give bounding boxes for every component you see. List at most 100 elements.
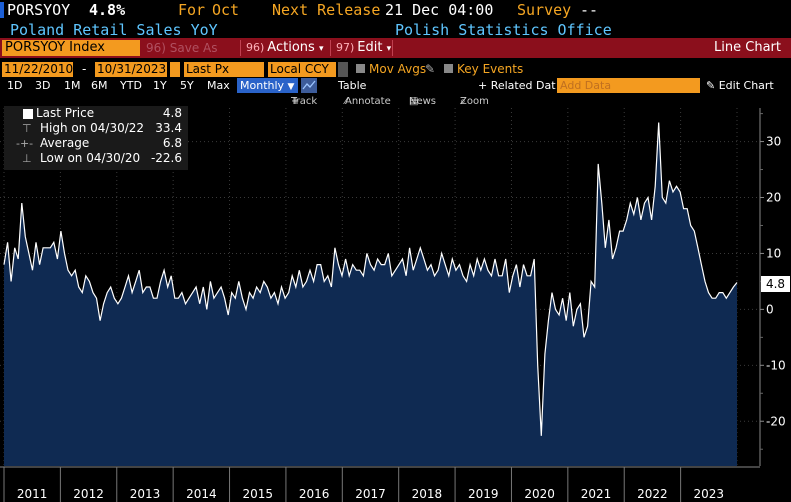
toolbar-divider [392, 40, 393, 56]
next-release-label: Next Release [272, 1, 381, 19]
security-input[interactable]: PORSYOY Index [2, 40, 140, 56]
period-max[interactable]: Max [207, 79, 230, 92]
pencil-icon: ✎ [706, 79, 719, 92]
end-date-field[interactable]: 10/31/2023 [95, 62, 167, 77]
security-description: Poland Retail Sales YoY Polish Statistic… [0, 20, 791, 39]
x-tick-label: 2013 [130, 487, 161, 501]
legend-swatch [23, 109, 33, 119]
edit-label: Edit [357, 40, 383, 55]
zoom-label: Zoom [460, 96, 489, 107]
legend-last-label: Last Price [36, 106, 95, 120]
actions-number: 96) [246, 41, 265, 54]
checkbox-icon [444, 64, 453, 73]
period-1m[interactable]: 1M [64, 79, 81, 92]
edit-number: 97) [336, 41, 355, 54]
chart-settings-row: 11/22/2010 - 10/31/2023 Last Px Local CC… [0, 61, 791, 77]
legend-low-value: -22.6 [150, 151, 182, 165]
price-area [4, 122, 737, 466]
legend-high-value: 33.4 [155, 121, 182, 135]
zoom-icon: ⌕ [460, 96, 466, 107]
chart-legend: Last Price 4.8 ⊤ High on 04/30/22 33.4 -… [4, 106, 188, 170]
legend-average-value: 6.8 [162, 136, 182, 150]
start-date-field[interactable]: 11/22/2010 [2, 62, 74, 77]
news-label: News [409, 96, 437, 107]
chevron-down-icon: ▾ [386, 44, 392, 54]
ticker-symbol[interactable]: PORSYOY [7, 1, 71, 19]
period-row: 1D 3D 1M 6M YTD 1Y 5Y Max Monthly ▼ Tabl… [0, 78, 791, 94]
command-toolbar: PORSYOY Index 96) Save As 96) Actions ▾ 9… [0, 38, 791, 58]
period-1y[interactable]: 1Y [153, 79, 167, 92]
x-tick-label: 2015 [242, 487, 273, 501]
frequency-label: Monthly [240, 79, 285, 92]
price-line [3, 122, 738, 436]
period-3d[interactable]: 3D [35, 79, 51, 92]
period-label: Oct [212, 1, 240, 19]
date-range-dash: - [82, 62, 87, 76]
save-as-button[interactable]: 96) Save As [146, 41, 218, 55]
actions-menu[interactable]: 96) Actions ▾ [246, 40, 323, 56]
legend-average-label: Average [40, 136, 90, 150]
chevron-down-icon[interactable] [338, 62, 348, 77]
x-tick-label: 2017 [355, 487, 386, 501]
y-axis: 30 20 10 0 -10 -20 [759, 108, 786, 466]
x-tick-label: 2021 [581, 487, 612, 501]
survey-label: Survey [517, 1, 572, 19]
line-chart-icon[interactable] [301, 78, 317, 93]
news-icon: ▤ [409, 96, 419, 107]
chevron-down-icon: ▾ [318, 44, 324, 54]
pencil-icon[interactable]: ✎ [425, 62, 436, 76]
line-chart-glyph [302, 80, 316, 90]
x-tick-label: 2023 [694, 487, 725, 501]
legend-low: ⊥ Low on 04/30/20 -22.6 [4, 151, 188, 166]
legend-average: -+- Average 6.8 [4, 136, 188, 151]
toolbar-divider [330, 40, 331, 56]
chart-tools: + Track ⁄ Annotate ▤ News ⌕ Zoom [0, 94, 791, 109]
chevron-down-icon: ▼ [287, 82, 295, 92]
x-tick-label: 2022 [637, 487, 668, 501]
period-5y[interactable]: 5Y [180, 79, 194, 92]
checkbox-icon [356, 64, 365, 73]
legend-high-label: High on 04/30/22 [40, 121, 145, 135]
x-tick-label: 2016 [299, 487, 330, 501]
edit-chart-button[interactable]: ✎ Edit Chart [706, 79, 774, 93]
x-tick-label: 2018 [412, 487, 443, 501]
period-ytd[interactable]: YTD [120, 79, 142, 92]
add-data-input[interactable]: Add Data [557, 78, 700, 93]
currency-select[interactable]: Local CCY [268, 62, 336, 77]
average-marker-icon: -+- [16, 137, 34, 150]
y-tick-label: -20 [766, 414, 786, 428]
actions-label: Actions [267, 40, 315, 55]
period-6m[interactable]: 6M [91, 79, 108, 92]
next-release-value: 21 Dec 04:00 [385, 1, 494, 19]
y-tick-label: 30 [766, 135, 781, 149]
crosshair-icon: + [291, 96, 300, 107]
for-label: For [178, 1, 206, 19]
frequency-select[interactable]: Monthly ▼ [237, 78, 298, 93]
mov-avgs-checkbox[interactable]: Mov Avgs [356, 62, 426, 77]
high-marker-icon: ⊤ [22, 122, 32, 135]
edit-menu[interactable]: 97) Edit ▾ [336, 40, 391, 56]
last-price: 4.8% [89, 1, 126, 19]
toolbar-divider [240, 40, 241, 56]
y-tick-label: 20 [766, 191, 781, 205]
legend-low-label: Low on 04/30/20 [40, 151, 141, 165]
y-tick-label: 0 [766, 302, 774, 316]
ticker-flag [0, 2, 4, 18]
x-tick-label: 2011 [17, 487, 48, 501]
track-label: Track [291, 96, 318, 107]
key-events-checkbox[interactable]: Key Events [444, 62, 523, 77]
mov-avgs-label: Mov Avgs [369, 62, 427, 76]
security-source: Polish Statistics Office [395, 21, 612, 39]
related-data-button[interactable]: + Related Dat [478, 79, 556, 92]
x-tick-label: 2014 [186, 487, 217, 501]
period-1d[interactable]: 1D [7, 79, 23, 92]
security-name: Poland Retail Sales YoY [10, 21, 218, 39]
annotate-icon: ⁄ [345, 96, 347, 107]
legend-last-value: 4.8 [162, 106, 182, 120]
table-button[interactable]: Table [338, 79, 367, 92]
field-select[interactable]: Last Px [184, 62, 264, 77]
calendar-icon[interactable] [170, 62, 180, 77]
survey-value: -- [580, 1, 599, 19]
legend-last: Last Price 4.8 [4, 106, 188, 121]
